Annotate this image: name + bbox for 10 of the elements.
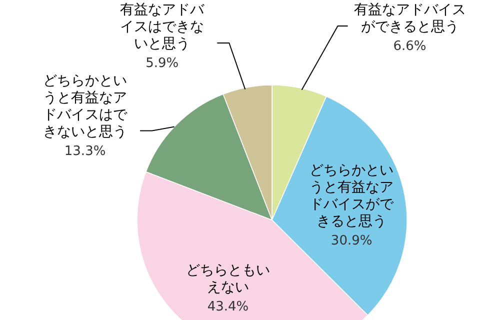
data-label: 43.4% [207,300,249,315]
data-label: 5.9% [146,56,179,71]
slice-label: 有益なアドバイスはできないと思う [120,2,206,52]
slice-label: どちらともいえない [186,262,270,296]
data-label: 30.9% [330,233,372,248]
slice-label: どちらかというと有益なアドバイスはできないと思う [43,72,128,140]
data-label: 13.3% [64,144,106,159]
data-label: 6.6% [393,39,426,54]
slice-label: どちらかというと有益なアドバイスができると思う [310,162,395,230]
slice-label: 有益なアドバイスができると思う [354,2,466,35]
